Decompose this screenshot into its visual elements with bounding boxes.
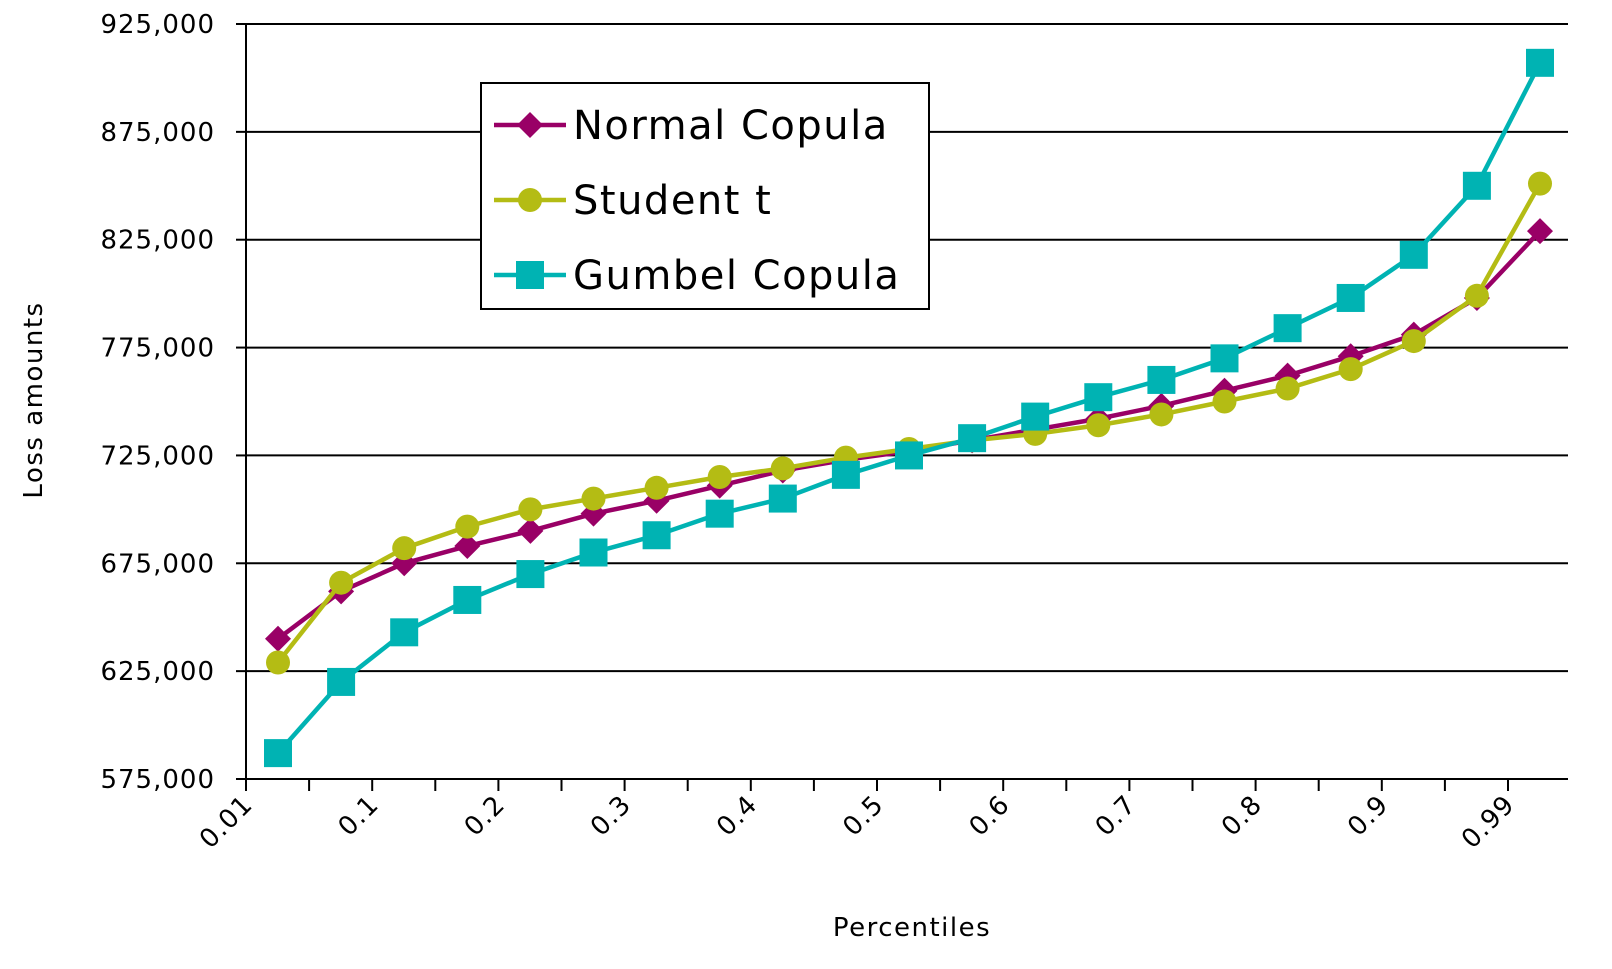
data-point [1527, 218, 1553, 245]
data-point [1212, 389, 1237, 414]
data-point [518, 497, 543, 522]
data-point [454, 533, 481, 560]
legend-label: Normal Copula [573, 103, 889, 149]
data-point [770, 456, 795, 481]
x-tick-label: 0.99 [1456, 790, 1521, 855]
data-point [707, 465, 732, 489]
x-tick-label: 0.1 [333, 790, 386, 843]
x-tick-label: 0.8 [1216, 790, 1269, 843]
data-point [705, 499, 734, 528]
data-point [1462, 171, 1491, 200]
data-point [1528, 171, 1552, 196]
data-point [453, 585, 482, 614]
x-tick-label: 0.4 [711, 790, 764, 843]
legend-label: Student t [573, 178, 772, 224]
data-point [390, 618, 419, 647]
x-tick-label: 0.2 [459, 790, 512, 843]
data-point [1401, 329, 1426, 354]
y-tick-label: 925,000 [100, 10, 215, 40]
y-tick-label: 825,000 [100, 226, 215, 256]
data-point [1149, 402, 1174, 427]
legend-item: Gumbel Copula [494, 253, 900, 299]
data-point [642, 521, 671, 550]
data-point [1338, 357, 1363, 382]
legend: Normal Copula Student t Gumbel Copula [480, 82, 930, 310]
legend-marker [518, 188, 542, 212]
x-axis-title: Percentiles [833, 913, 991, 943]
y-axis-title: Loss amounts [19, 301, 49, 498]
y-tick-label: 675,000 [100, 549, 215, 579]
x-tick-label: 0.6 [964, 790, 1017, 843]
axes [245, 24, 1568, 780]
data-point [895, 441, 923, 470]
data-point [581, 486, 606, 511]
legend-box [480, 82, 930, 310]
data-point [644, 475, 669, 500]
data-point [1336, 283, 1365, 312]
x-tick-label: 0.7 [1090, 790, 1143, 843]
legend-item: Student t [494, 178, 772, 224]
x-tick-label: 0.5 [837, 790, 890, 843]
data-point [455, 514, 480, 539]
data-point [1399, 240, 1428, 269]
x-tick-label: 0.9 [1342, 790, 1395, 843]
data-point [1086, 413, 1111, 438]
data-point [831, 460, 860, 489]
y-tick-label: 725,000 [100, 441, 215, 471]
data-point [329, 570, 354, 595]
data-point [516, 560, 545, 589]
legend-marker [517, 112, 543, 138]
y-tick-label: 625,000 [100, 657, 215, 687]
data-point [1210, 344, 1239, 373]
data-point [1147, 365, 1176, 394]
data-point [264, 739, 292, 768]
legend-marker [516, 261, 544, 289]
y-tick-label: 775,000 [100, 334, 215, 364]
x-axis-ticks: 0.01 0.1 0.2 0.3 0.4 0.5 0.6 0.7 0.8 0.9 0.99 [194, 779, 1521, 855]
series-group [264, 48, 1554, 768]
data-point [1273, 314, 1302, 343]
data-point [1464, 283, 1489, 308]
data-point [327, 667, 356, 696]
y-tick-label: 875,000 [100, 118, 215, 148]
data-point [1021, 402, 1050, 431]
data-point [517, 517, 544, 544]
x-tick-label: 0.3 [585, 790, 638, 843]
data-point [579, 538, 608, 567]
data-point [265, 625, 291, 652]
legend-label: Gumbel Copula [573, 253, 900, 299]
data-point [580, 500, 607, 527]
data-point [768, 484, 797, 513]
y-axis-ticks: 575,000 625,000 675,000 725,000 775,000 825,0… [100, 10, 246, 795]
y-tick-label: 575,000 [100, 765, 215, 795]
data-point [1526, 48, 1554, 77]
data-point [392, 536, 417, 561]
data-point [1275, 376, 1300, 401]
data-point [266, 650, 290, 675]
x-tick-label: 0.01 [194, 790, 259, 855]
data-point [958, 424, 987, 453]
data-point [1084, 383, 1113, 412]
series-gumbel-copula [264, 48, 1554, 768]
legend-item: Normal Copula [494, 103, 889, 149]
